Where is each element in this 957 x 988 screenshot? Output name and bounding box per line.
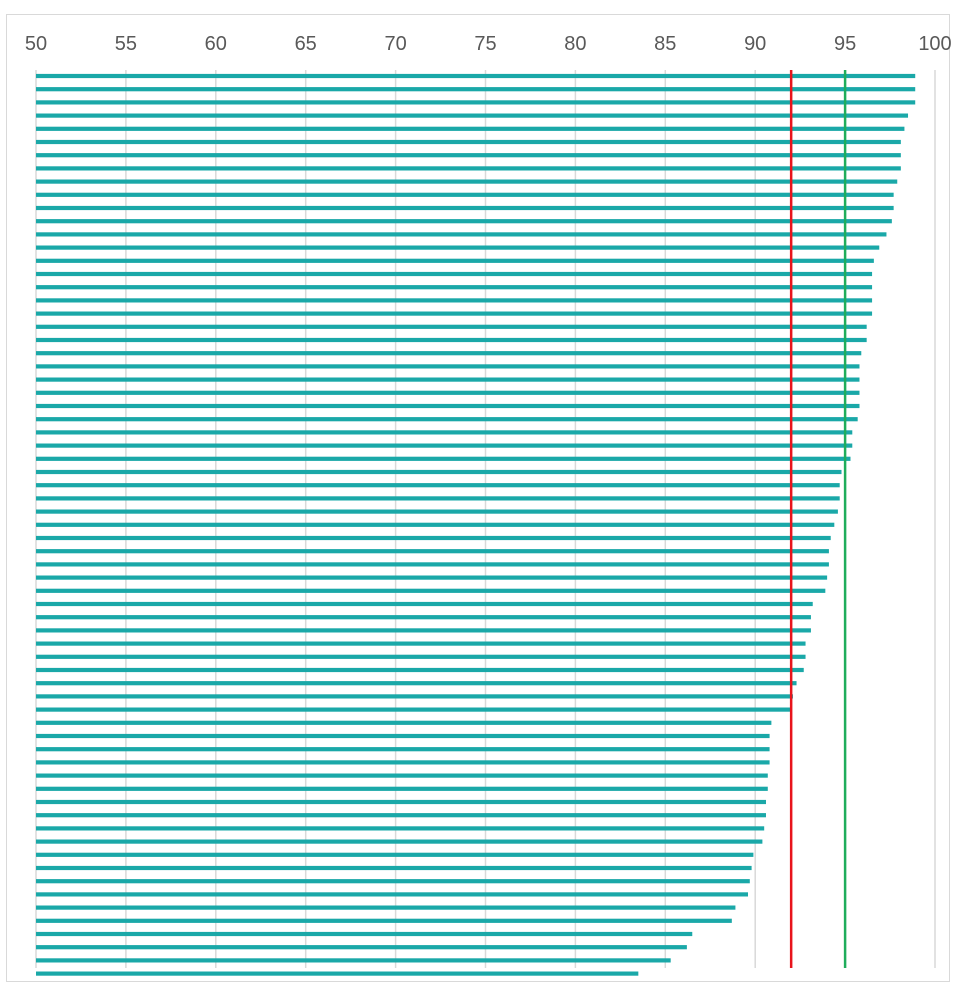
- x-tick-label: 75: [474, 33, 496, 55]
- bar: [36, 707, 792, 712]
- bar: [36, 192, 894, 197]
- x-tick-label: 100: [918, 33, 951, 55]
- bar: [36, 337, 867, 343]
- bars: [36, 73, 916, 976]
- bar: [36, 733, 770, 739]
- bar: [36, 469, 842, 475]
- x-tick-label: 80: [564, 33, 586, 55]
- bar: [36, 852, 754, 857]
- bar: [36, 430, 853, 435]
- bar: [36, 601, 813, 607]
- x-tick-label: 70: [384, 33, 406, 55]
- bar: [36, 443, 853, 448]
- bar: [36, 522, 835, 527]
- reference-lines: [789, 70, 847, 968]
- bar: [36, 641, 806, 646]
- bar: [36, 931, 693, 937]
- bar: [36, 139, 901, 145]
- bar: [36, 311, 873, 316]
- bar: [36, 813, 766, 818]
- bar: [36, 958, 671, 963]
- bar: [36, 549, 829, 554]
- bar: [36, 945, 687, 950]
- bar: [36, 839, 763, 844]
- bar: [36, 773, 768, 778]
- bar: [36, 615, 811, 620]
- bar: [36, 390, 860, 395]
- bar: [36, 562, 829, 567]
- bar: [36, 760, 770, 765]
- bar: [36, 799, 766, 805]
- bar: [36, 100, 916, 105]
- bar: [36, 588, 826, 593]
- bar: [36, 364, 860, 369]
- gridlines: [35, 70, 936, 968]
- bar: [36, 694, 793, 699]
- bar: [36, 113, 909, 118]
- bar: [36, 456, 851, 461]
- x-tick-label: 60: [205, 33, 227, 55]
- bar: [36, 483, 840, 488]
- bar: [36, 324, 867, 329]
- bar: [36, 918, 732, 923]
- bar: [36, 232, 887, 237]
- bar: [36, 271, 873, 277]
- bar: [36, 892, 749, 897]
- bar: [36, 575, 828, 580]
- x-tick-label: 50: [25, 33, 47, 55]
- bar: [36, 417, 858, 422]
- x-axis-ticks: 50 55 60 65 70 75 80 85 90 95 100: [25, 33, 952, 55]
- bar: [36, 377, 860, 382]
- x-tick-label: 65: [295, 33, 317, 55]
- bar: [36, 905, 736, 910]
- bar: [36, 205, 894, 211]
- bar: [36, 826, 765, 831]
- bar: [36, 667, 804, 673]
- bar: [36, 786, 768, 791]
- bar: [36, 720, 772, 725]
- bar: [36, 865, 752, 871]
- bar: [36, 219, 892, 224]
- x-tick-label: 95: [834, 33, 856, 55]
- bar: [36, 403, 860, 409]
- bar: [36, 496, 840, 501]
- x-tick-label: 85: [654, 33, 676, 55]
- bar: [36, 166, 901, 171]
- x-tick-label: 90: [744, 33, 766, 55]
- bar: [36, 654, 806, 659]
- bar: [36, 879, 750, 884]
- bar: [36, 509, 838, 514]
- bar: [36, 351, 862, 356]
- bar: [36, 126, 905, 131]
- bar: [36, 628, 811, 633]
- bar: [36, 681, 797, 686]
- bar: [36, 535, 831, 541]
- bar: [36, 245, 880, 250]
- x-tick-label: 55: [115, 33, 137, 55]
- bar: [36, 153, 901, 158]
- bar: [36, 747, 770, 752]
- bar: [36, 258, 874, 263]
- bar: [36, 87, 916, 92]
- bar: [36, 298, 873, 303]
- bar: [36, 179, 898, 184]
- bar: [36, 971, 639, 976]
- bar: [36, 73, 916, 79]
- bar: [36, 285, 873, 290]
